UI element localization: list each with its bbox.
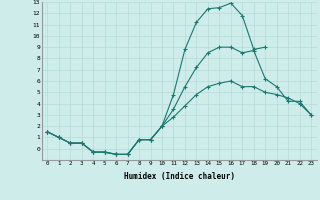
X-axis label: Humidex (Indice chaleur): Humidex (Indice chaleur) xyxy=(124,172,235,181)
